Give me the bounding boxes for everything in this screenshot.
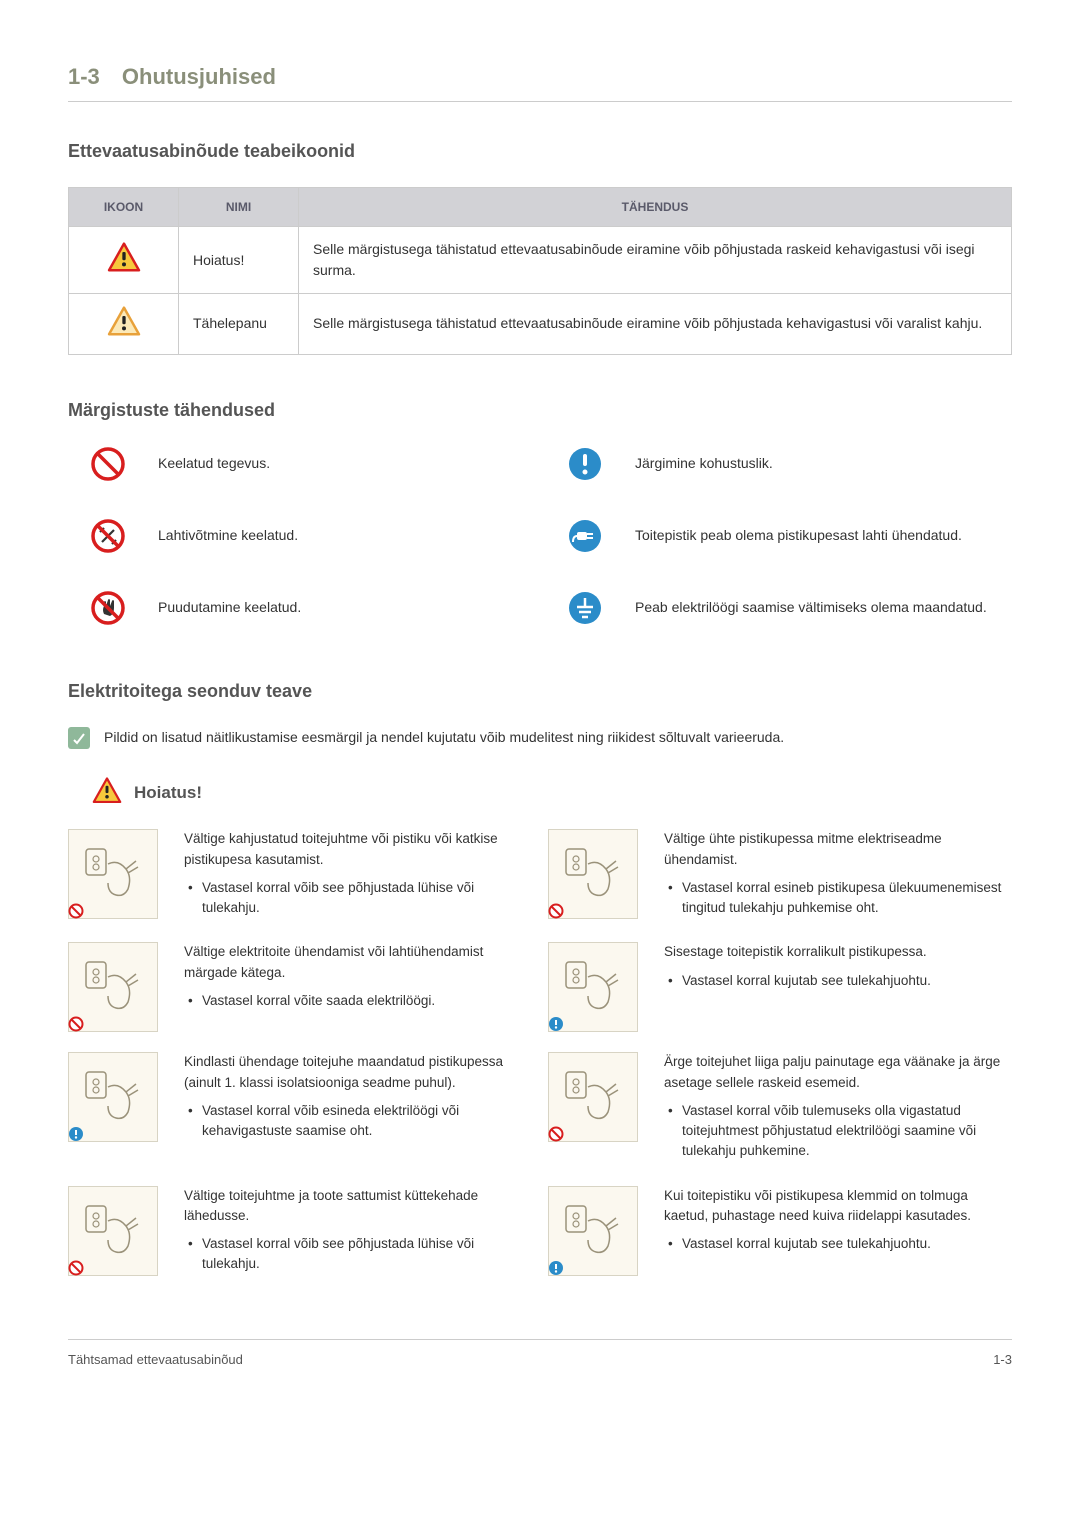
hazard-illustration	[548, 942, 638, 1032]
hazard-main: Vältige toitejuhtme ja toote sattumist k…	[184, 1186, 522, 1227]
symbol-icon	[78, 446, 138, 482]
symbol-text: Peab elektrilöögi saamise vältimiseks ol…	[635, 597, 1012, 618]
symbol-icon	[555, 590, 615, 626]
hazard-badge-icon	[547, 1015, 565, 1033]
hazard-badge-icon	[67, 1015, 85, 1033]
warning-icon	[92, 777, 122, 809]
section-number: 1-3	[68, 64, 100, 89]
cell-meaning: Selle märgistusega tähistatud ettevaatus…	[299, 294, 1012, 355]
symbol-icon	[78, 590, 138, 626]
hazard-main: Vältige elektritoite ühendamist või laht…	[184, 942, 522, 983]
hazard-bullet: Vastasel korral kujutab see tulekahjuoht…	[682, 1234, 1002, 1254]
symbol-text: Järgimine kohustuslik.	[635, 453, 1012, 474]
hazard-bullet: Vastasel korral võib tulemuseks olla vig…	[682, 1101, 1002, 1162]
footer-left: Tähtsamad ettevaatusabinõud	[68, 1350, 243, 1370]
hazard-illustration	[548, 1186, 638, 1276]
hazard-badge-icon	[547, 902, 565, 920]
cell-name: Tähelepanu	[179, 294, 299, 355]
hazard-illustration	[68, 942, 158, 1032]
symbol-meanings-heading: Märgistuste tähendused	[68, 397, 1012, 424]
hazard-main: Sisestage toitepistik korralikult pistik…	[664, 942, 1002, 962]
hazard-text: Vältige kahjustatud toitejuhtme või pist…	[184, 829, 532, 922]
note-row: Pildid on lisatud näitlikustamise eesmär…	[68, 727, 1012, 749]
th-icon: IKOON	[69, 188, 179, 227]
symbol-icon	[78, 518, 138, 554]
section-title: 1-3 Ohutusjuhised	[68, 60, 1012, 102]
table-row: Tähelepanu Selle märgistusega tähistatud…	[69, 294, 1012, 355]
hazard-illustration	[68, 1186, 158, 1276]
hazard-badge-icon	[547, 1259, 565, 1277]
symbol-text: Puudutamine keelatud.	[158, 597, 535, 618]
hazard-badge-icon	[67, 902, 85, 920]
symbol-grid: Keelatud tegevus. Järgimine kohustuslik.…	[68, 446, 1012, 626]
hazard-main: Kindlasti ühendage toitejuhe maandatud p…	[184, 1052, 522, 1093]
hazard-text: Kindlasti ühendage toitejuhe maandatud p…	[184, 1052, 532, 1165]
symbol-icon	[555, 518, 615, 554]
section-title-text: Ohutusjuhised	[122, 64, 276, 89]
hazard-bullet: Vastasel korral esineb pistikupesa üleku…	[682, 878, 1002, 919]
symbol-icon	[555, 446, 615, 482]
hazard-bullet: Vastasel korral võib esineda elektrilöög…	[202, 1101, 522, 1142]
symbol-text: Keelatud tegevus.	[158, 453, 535, 474]
hazard-badge-icon	[547, 1125, 565, 1143]
cell-name: Hoiatus!	[179, 227, 299, 294]
hazard-badge-icon	[67, 1259, 85, 1277]
hazard-text: Vältige elektritoite ühendamist või laht…	[184, 942, 532, 1032]
power-note-text: Pildid on lisatud näitlikustamise eesmär…	[104, 727, 784, 748]
hazard-illustration	[68, 829, 158, 919]
footer-right: 1-3	[993, 1350, 1012, 1370]
hazard-text: Sisestage toitepistik korralikult pistik…	[664, 942, 1012, 1032]
hazard-grid: Vältige kahjustatud toitejuhtme või pist…	[68, 829, 1012, 1278]
hazard-text: Kui toitepistiku või pistikupesa klemmid…	[664, 1186, 1012, 1279]
hazard-illustration	[548, 1052, 638, 1142]
table-row: Hoiatus! Selle märgistusega tähistatud e…	[69, 227, 1012, 294]
hazard-text: Vältige toitejuhtme ja toote sattumist k…	[184, 1186, 532, 1279]
precaution-icons-heading: Ettevaatusabinõude teabeikoonid	[68, 138, 1012, 165]
th-name: NIMI	[179, 188, 299, 227]
hazard-bullet: Vastasel korral võib see põhjustada lühi…	[202, 1234, 522, 1275]
hazard-main: Vältige kahjustatud toitejuhtme või pist…	[184, 829, 522, 870]
warning-label: Hoiatus!	[134, 780, 202, 806]
icon-table: IKOON NIMI TÄHENDUS Hoiatus! Selle märgi…	[68, 187, 1012, 355]
th-meaning: TÄHENDUS	[299, 188, 1012, 227]
cell-icon	[69, 294, 179, 355]
hazard-illustration	[68, 1052, 158, 1142]
power-heading: Elektritoitega seonduv teave	[68, 678, 1012, 705]
hazard-bullet: Vastasel korral kujutab see tulekahjuoht…	[682, 971, 1002, 991]
hazard-bullet: Vastasel korral võite saada elektrilöögi…	[202, 991, 522, 1011]
hazard-text: Ärge toitejuhet liiga palju painutage eg…	[664, 1052, 1012, 1165]
hazard-main: Ärge toitejuhet liiga palju painutage eg…	[664, 1052, 1002, 1093]
hazard-bullet: Vastasel korral võib see põhjustada lühi…	[202, 878, 522, 919]
hazard-main: Vältige ühte pistikupessa mitme elektri­…	[664, 829, 1002, 870]
hazard-main: Kui toitepistiku või pistikupesa klemmid…	[664, 1186, 1002, 1227]
warning-header: Hoiatus!	[92, 777, 1012, 809]
cell-icon	[69, 227, 179, 294]
symbol-text: Lahtivõtmine keelatud.	[158, 525, 535, 546]
cell-meaning: Selle märgistusega tähistatud ettevaatus…	[299, 227, 1012, 294]
hazard-badge-icon	[67, 1125, 85, 1143]
hazard-illustration	[548, 829, 638, 919]
note-icon	[68, 727, 90, 749]
hazard-text: Vältige ühte pistikupessa mitme elektri­…	[664, 829, 1012, 922]
symbol-text: Toitepistik peab olema pistikupesast lah…	[635, 525, 1012, 546]
page-footer: Tähtsamad ettevaatusabinõud 1-3	[68, 1339, 1012, 1370]
